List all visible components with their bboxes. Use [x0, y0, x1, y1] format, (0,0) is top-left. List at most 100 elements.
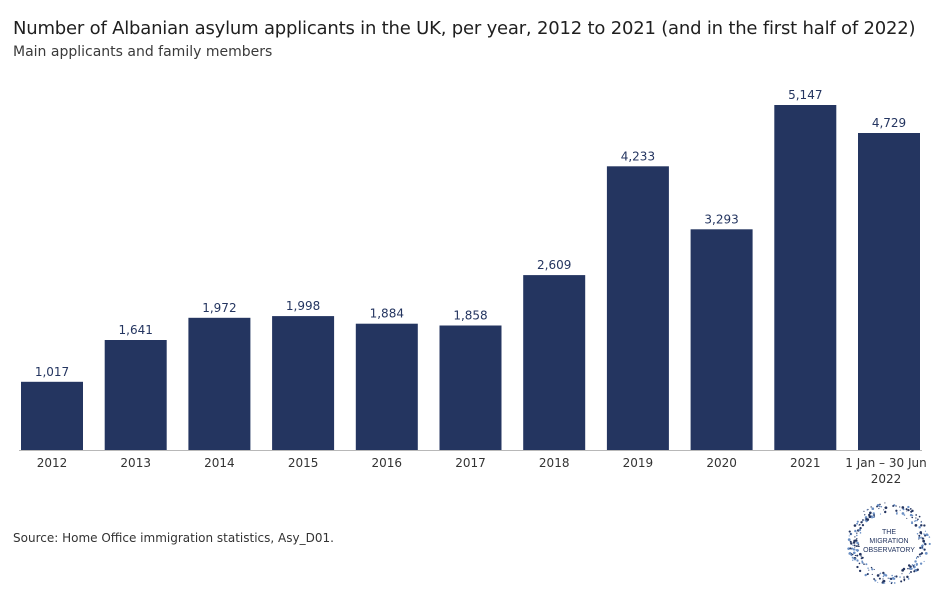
logo-dot — [892, 504, 895, 507]
logo-dot — [917, 556, 919, 558]
logo-dot — [922, 539, 926, 543]
bar-10 — [858, 133, 920, 450]
logo-dot — [919, 546, 922, 549]
logo-dot — [916, 568, 919, 572]
logo-dot — [913, 564, 916, 566]
logo-dot — [906, 517, 908, 519]
bar-3 — [272, 316, 335, 450]
logo-dot — [850, 542, 853, 545]
logo-dot — [861, 556, 864, 559]
logo-dot — [915, 514, 918, 516]
x-tick-label-10: 1 Jan – 30 Jun 2022 — [845, 456, 926, 486]
x-tick-label-6: 2018 — [539, 456, 570, 470]
logo-dot — [899, 509, 901, 511]
logo-dot — [918, 553, 921, 556]
logo-dot — [856, 554, 859, 557]
logo-dot — [882, 578, 884, 580]
logo-dot — [884, 510, 887, 514]
logo-dot — [895, 512, 898, 515]
logo-dot — [860, 521, 863, 524]
logo-dot — [918, 534, 921, 537]
logo-dot — [865, 563, 868, 566]
x-tick-label-3: 2015 — [288, 456, 319, 470]
logo-dot — [923, 548, 926, 551]
logo-dot — [856, 550, 859, 552]
logo-dot — [854, 529, 857, 533]
logo-dot — [856, 522, 859, 525]
logo-dot — [850, 554, 853, 557]
x-tick-label-4: 2016 — [372, 456, 403, 470]
logo-dot — [868, 515, 872, 519]
logo-dot — [915, 519, 917, 522]
logo-dot — [907, 509, 910, 512]
logo-dot — [882, 582, 885, 585]
value-label-6: 2,609 — [537, 258, 571, 272]
logo-dot — [903, 578, 906, 581]
bar-chart: 1,017 2012 1,641 2013 1,972 2014 1,998 2015 1,88… — [19, 88, 927, 486]
logo-dot — [883, 509, 885, 511]
logo-dot — [871, 568, 874, 571]
logo-dot — [910, 571, 912, 573]
logo-dot — [858, 552, 862, 556]
logo-text-migration: MIGRATION — [869, 538, 908, 545]
logo-dot — [871, 507, 875, 511]
logo-dot — [888, 577, 891, 579]
logo-dot — [856, 520, 859, 523]
logo-dot — [896, 511, 898, 514]
bar-0 — [21, 381, 83, 450]
logo-dot — [924, 551, 928, 555]
logo-dot — [856, 565, 859, 569]
logo-dot — [921, 536, 923, 538]
value-label-10: 4,729 — [872, 116, 906, 130]
bar-4 — [355, 323, 418, 450]
x-tick-label-7: 2019 — [623, 456, 654, 470]
logo-dot — [915, 517, 917, 519]
logo-dot — [893, 582, 896, 584]
logo-dot — [911, 563, 914, 566]
bar-9 — [774, 105, 837, 450]
logo-dot — [921, 546, 924, 548]
logo-dot — [913, 570, 916, 573]
logo-dot — [866, 509, 868, 511]
logo-dot — [870, 506, 872, 508]
logo-dot — [869, 511, 872, 515]
logo-dot — [924, 534, 926, 537]
logo-dot — [880, 506, 883, 508]
logo-dot — [851, 547, 854, 550]
bar-5 — [439, 325, 502, 450]
logo-dot — [914, 524, 918, 527]
logo-dot — [921, 544, 924, 547]
logo-dot — [865, 520, 867, 522]
logo-dot — [877, 581, 879, 583]
logo-dot — [920, 552, 922, 555]
chart-subtitle: Main applicants and family members — [13, 44, 273, 60]
logo-dot — [854, 536, 856, 538]
logo-dot — [851, 556, 854, 559]
logo-text-the: THE — [882, 529, 896, 536]
logo-dot — [861, 561, 864, 564]
logo-dot — [918, 526, 921, 529]
logo-dot — [852, 548, 855, 551]
value-label-5: 1,858 — [453, 309, 487, 323]
logo-dot — [911, 521, 913, 523]
logo-dot — [852, 544, 854, 546]
logo-dot — [923, 538, 925, 540]
logo-dot — [873, 568, 875, 571]
logo-dot — [915, 557, 918, 560]
bar-8 — [690, 229, 753, 450]
logo-dot — [868, 569, 870, 571]
logo-dot — [853, 544, 856, 547]
logo-dot — [928, 536, 931, 538]
x-tick-label-9: 2021 — [790, 456, 821, 470]
logo-dot — [862, 519, 864, 521]
x-tick-label-8: 2020 — [706, 456, 737, 470]
logo-dot — [848, 551, 852, 555]
logo-dot — [900, 580, 903, 583]
logo-dot — [850, 533, 852, 535]
source-note: Source: Home Office immigration statisti… — [13, 531, 334, 545]
logo-dot — [914, 520, 916, 522]
logo-dot — [927, 534, 929, 536]
logo-dot — [882, 580, 885, 583]
logo-dot — [874, 579, 877, 582]
logo-dot — [859, 526, 862, 530]
